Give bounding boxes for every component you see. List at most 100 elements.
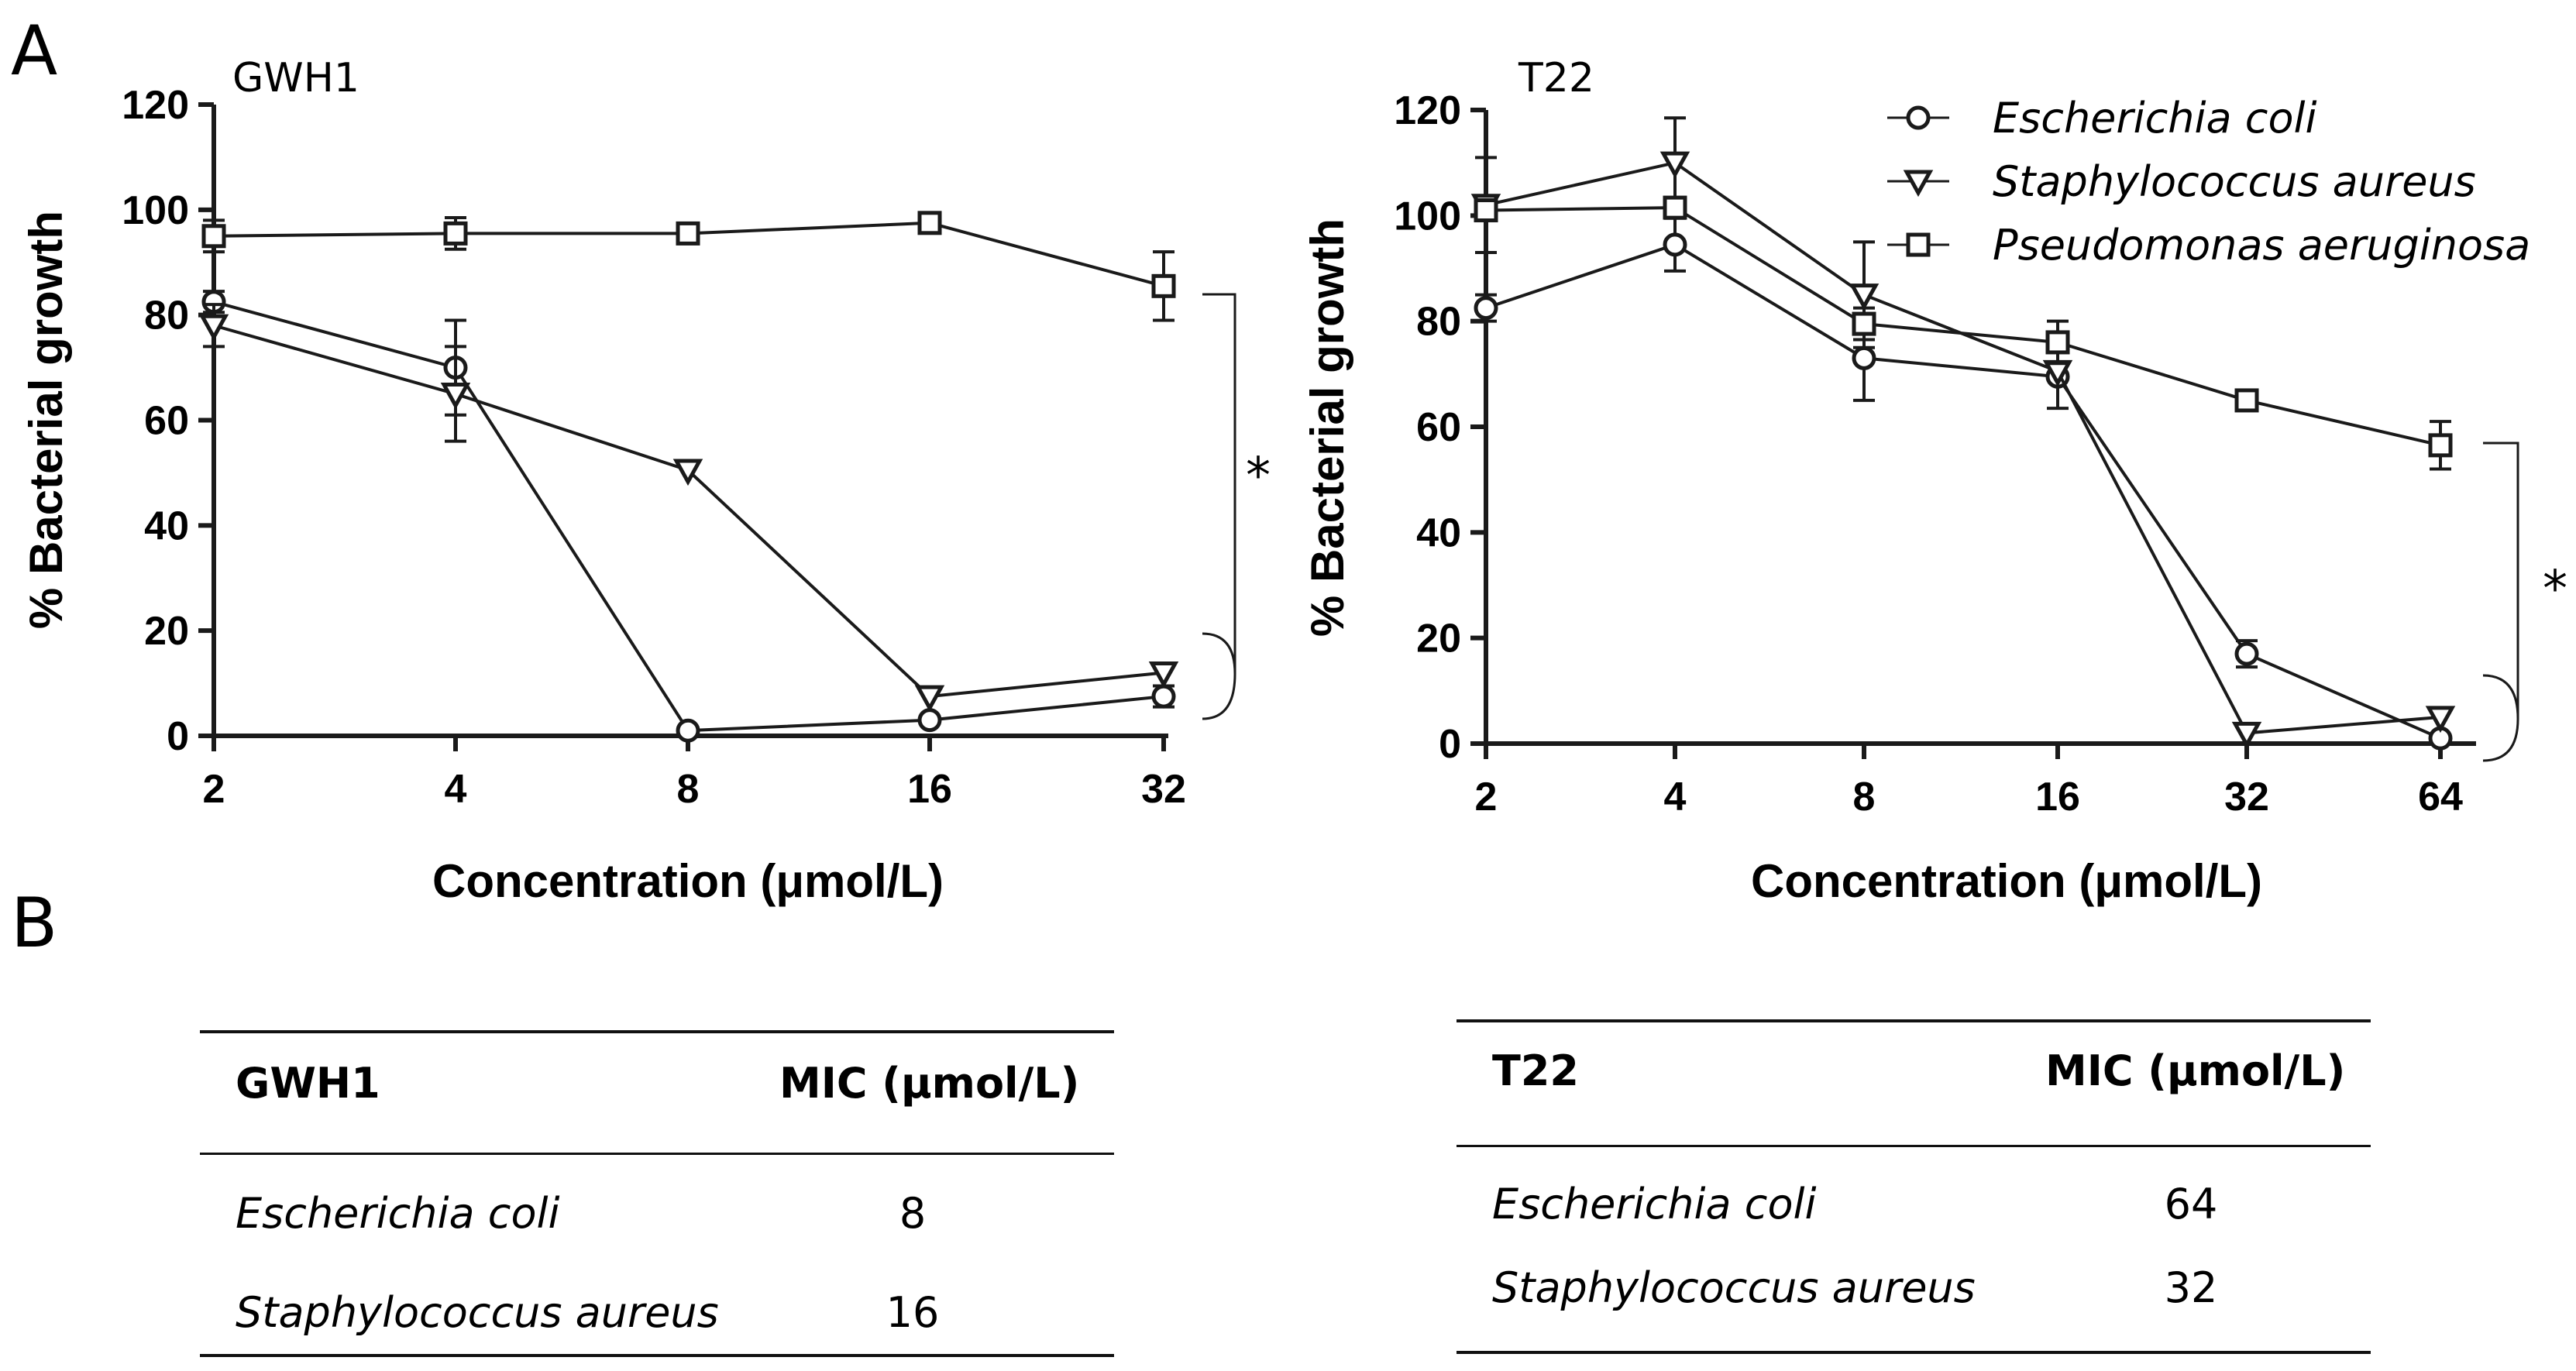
series-staphylococcus-aureus: [198, 303, 1179, 713]
x-tick-label: 4: [1664, 775, 1687, 820]
x-tick-label: 8: [677, 767, 700, 812]
y-tick-label: 120: [122, 83, 189, 128]
series-escherichia-coli: [201, 290, 1176, 743]
legend-marker: [1906, 105, 1931, 130]
mic-table-t22: T22 MIC (μmol/L) Escherichia coli 64 Sta…: [1457, 1012, 2371, 1354]
table-header-mic: MIC (μmol/L): [2045, 1046, 2346, 1095]
data-point: [2045, 330, 2070, 355]
data-point: [917, 211, 942, 235]
data-point: [1852, 311, 1876, 336]
data-point: [672, 459, 703, 486]
y-tick-label: 20: [144, 609, 189, 654]
x-tick-label: 2: [203, 767, 225, 812]
x-tick-label: 16: [2035, 775, 2080, 820]
significance-bracket: *: [1202, 293, 1271, 720]
legend-label: Staphylococcus aureus: [1993, 157, 2476, 206]
y-tick-label: 20: [1416, 617, 1461, 661]
data-point: [1474, 296, 1498, 321]
y-tick-label: 80: [144, 294, 189, 338]
data-point: [2234, 641, 2259, 666]
legend-marker: [1906, 232, 1931, 257]
data-point: [201, 224, 226, 249]
data-point: [1849, 283, 1880, 311]
x-tick-label: 4: [445, 767, 467, 812]
data-point: [2428, 433, 2453, 458]
table-row-mic: 64: [2164, 1180, 2218, 1228]
table-row-mic: 16: [886, 1288, 940, 1337]
y-tick-label: 0: [1439, 722, 1461, 767]
table-row-organism: Staphylococcus aureus: [1492, 1263, 1976, 1312]
y-axis-title: % Bacterial growth: [1302, 218, 1353, 637]
x-tick-label: 32: [1141, 767, 1186, 812]
series-staphylococcus-aureus: [1470, 116, 2456, 749]
series-escherichia-coli: [1474, 216, 2453, 751]
series-line: [1485, 242, 2441, 740]
x-tick-label: 16: [907, 767, 952, 812]
y-tick-label: 120: [1394, 88, 1461, 133]
x-tick-label: 2: [1475, 775, 1498, 820]
data-point: [2234, 388, 2259, 413]
x-axis-title: Concentration (μmol/L): [432, 855, 944, 907]
data-point: [2425, 706, 2456, 734]
mic-table-gwh1: GWH1 MIC (μmol/L) Escherichia coli 8 Sta…: [200, 1021, 1114, 1362]
chart-gwh1: 0 20 40 60 80 100 120 2 4 8 16 32 Concentration (μmo…: [20, 55, 1271, 907]
panel-label-b: B: [11, 883, 58, 963]
table-row-mic: 8: [899, 1189, 927, 1238]
table-row-organism: Escherichia coli: [1492, 1180, 1817, 1228]
data-point: [198, 314, 229, 342]
table-header-mic: MIC (μmol/L): [779, 1059, 1080, 1108]
y-axis-title: % Bacterial growth: [20, 211, 72, 629]
y-tick-label: 40: [144, 503, 189, 548]
legend-label: Pseudomonas aeruginosa: [1993, 221, 2530, 270]
series-pseudomonas-aeruginosa: [201, 211, 1176, 322]
y-tick-label: 100: [122, 188, 189, 233]
y-tick-label: 80: [1416, 300, 1461, 345]
data-point: [2231, 721, 2262, 749]
x-axis-title: Concentration (μmol/L): [1751, 855, 2262, 907]
legend: Escherichia coli Staphylococcus aureus Pse…: [1887, 94, 2530, 270]
bracket-brace: [2482, 674, 2519, 762]
y-tick-label: 60: [144, 399, 189, 444]
data-point: [1474, 198, 1498, 223]
legend-marker: [1903, 170, 1934, 198]
bracket-brace: [1202, 632, 1236, 720]
significance-star: *: [2543, 561, 2567, 618]
table-row-mic: 32: [2164, 1263, 2218, 1312]
chart-t22: 0 20 40 60 80 100 120 2 4 8 16 32 64 Concentration (μ…: [1302, 55, 2567, 907]
table-header-peptide: T22: [1492, 1046, 1579, 1095]
table-header-rule: [1457, 1145, 2371, 1147]
data-point: [676, 221, 700, 246]
y-tick-label: 60: [1416, 405, 1461, 450]
table-row-organism: Staphylococcus aureus: [236, 1288, 719, 1337]
table-row-organism: Escherichia coli: [236, 1189, 560, 1238]
bracket-line: [1202, 293, 1236, 674]
data-point: [1659, 151, 1690, 179]
data-point: [1663, 195, 1687, 220]
x-tick-label: 32: [2224, 775, 2269, 820]
data-point: [676, 718, 700, 743]
bracket-line: [2483, 442, 2519, 719]
chart-title: T22: [1518, 55, 1594, 101]
x-tick-label: 8: [1853, 775, 1876, 820]
table-top-rule: [200, 1030, 1114, 1033]
table-header-peptide: GWH1: [236, 1059, 380, 1108]
series-pseudomonas-aeruginosa: [1474, 195, 2453, 471]
table-bottom-rule: [1457, 1351, 2371, 1354]
legend-label: Escherichia coli: [1993, 94, 2317, 143]
table-header-rule: [200, 1153, 1114, 1155]
data-point: [1663, 232, 1687, 257]
y-tick-label: 0: [167, 714, 189, 759]
y-tick-label: 100: [1394, 194, 1461, 239]
significance-star: *: [1246, 448, 1271, 505]
table-top-rule: [1457, 1019, 2371, 1022]
data-point: [440, 383, 471, 410]
y-tick-label: 40: [1416, 510, 1461, 555]
data-point: [1852, 345, 1876, 370]
data-point: [443, 221, 468, 246]
table-bottom-rule: [200, 1354, 1114, 1357]
data-point: [1148, 661, 1179, 689]
data-point: [914, 685, 945, 713]
data-point: [1151, 273, 1176, 298]
series-line: [1485, 206, 2441, 447]
